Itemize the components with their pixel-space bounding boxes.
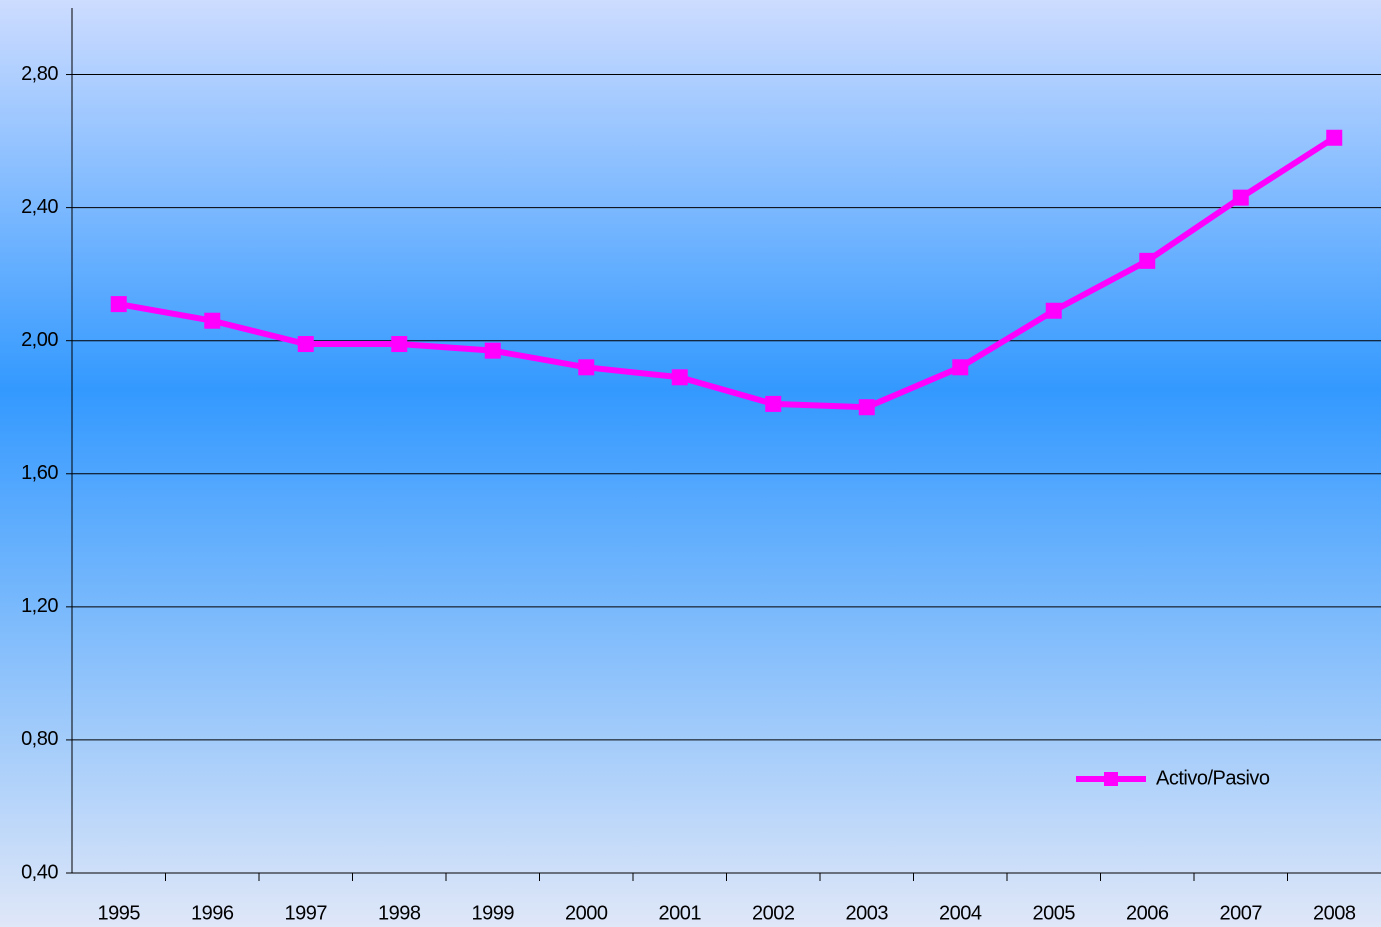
- x-tick-label: 2006: [1126, 902, 1169, 924]
- y-tick-label: 0,80: [21, 728, 58, 750]
- legend-marker: [1104, 772, 1118, 786]
- y-tick-label: 2,40: [21, 196, 58, 218]
- x-tick-label: 1995: [98, 902, 141, 924]
- x-tick-label: 2001: [659, 902, 702, 924]
- x-tick-label: 2002: [752, 902, 795, 924]
- marker: [1045, 302, 1062, 319]
- series-line: [118, 135, 1336, 411]
- marker: [952, 359, 969, 376]
- marker: [671, 369, 688, 386]
- y-tick-label: 1,60: [21, 462, 58, 484]
- x-tick-label: 1996: [191, 902, 234, 924]
- marker: [204, 312, 221, 329]
- x-tick-label: 2005: [1033, 902, 1076, 924]
- x-tick-label: 2004: [939, 902, 982, 924]
- marker: [578, 359, 595, 376]
- legend-label: Activo/Pasivo: [1156, 767, 1270, 789]
- marker: [391, 336, 408, 353]
- marker: [1326, 129, 1343, 146]
- marker: [1139, 252, 1156, 269]
- y-tick-label: 0,40: [21, 861, 58, 883]
- marker: [484, 342, 501, 359]
- y-tick-label: 2,00: [21, 329, 58, 351]
- marker: [297, 336, 314, 353]
- x-tick-label: 1998: [378, 902, 421, 924]
- x-tick-label: 2000: [565, 902, 608, 924]
- x-tick-label: 1997: [285, 902, 328, 924]
- x-tick-label: 2003: [846, 902, 889, 924]
- y-tick-label: 1,20: [21, 595, 58, 617]
- x-tick-label: 2007: [1220, 902, 1263, 924]
- marker: [1232, 189, 1249, 206]
- marker: [858, 399, 875, 416]
- y-tick-label: 2,80: [21, 63, 58, 85]
- marker: [765, 395, 782, 412]
- x-tick-label: 2008: [1313, 902, 1356, 924]
- marker: [110, 296, 127, 313]
- x-tick-label: 1999: [472, 902, 515, 924]
